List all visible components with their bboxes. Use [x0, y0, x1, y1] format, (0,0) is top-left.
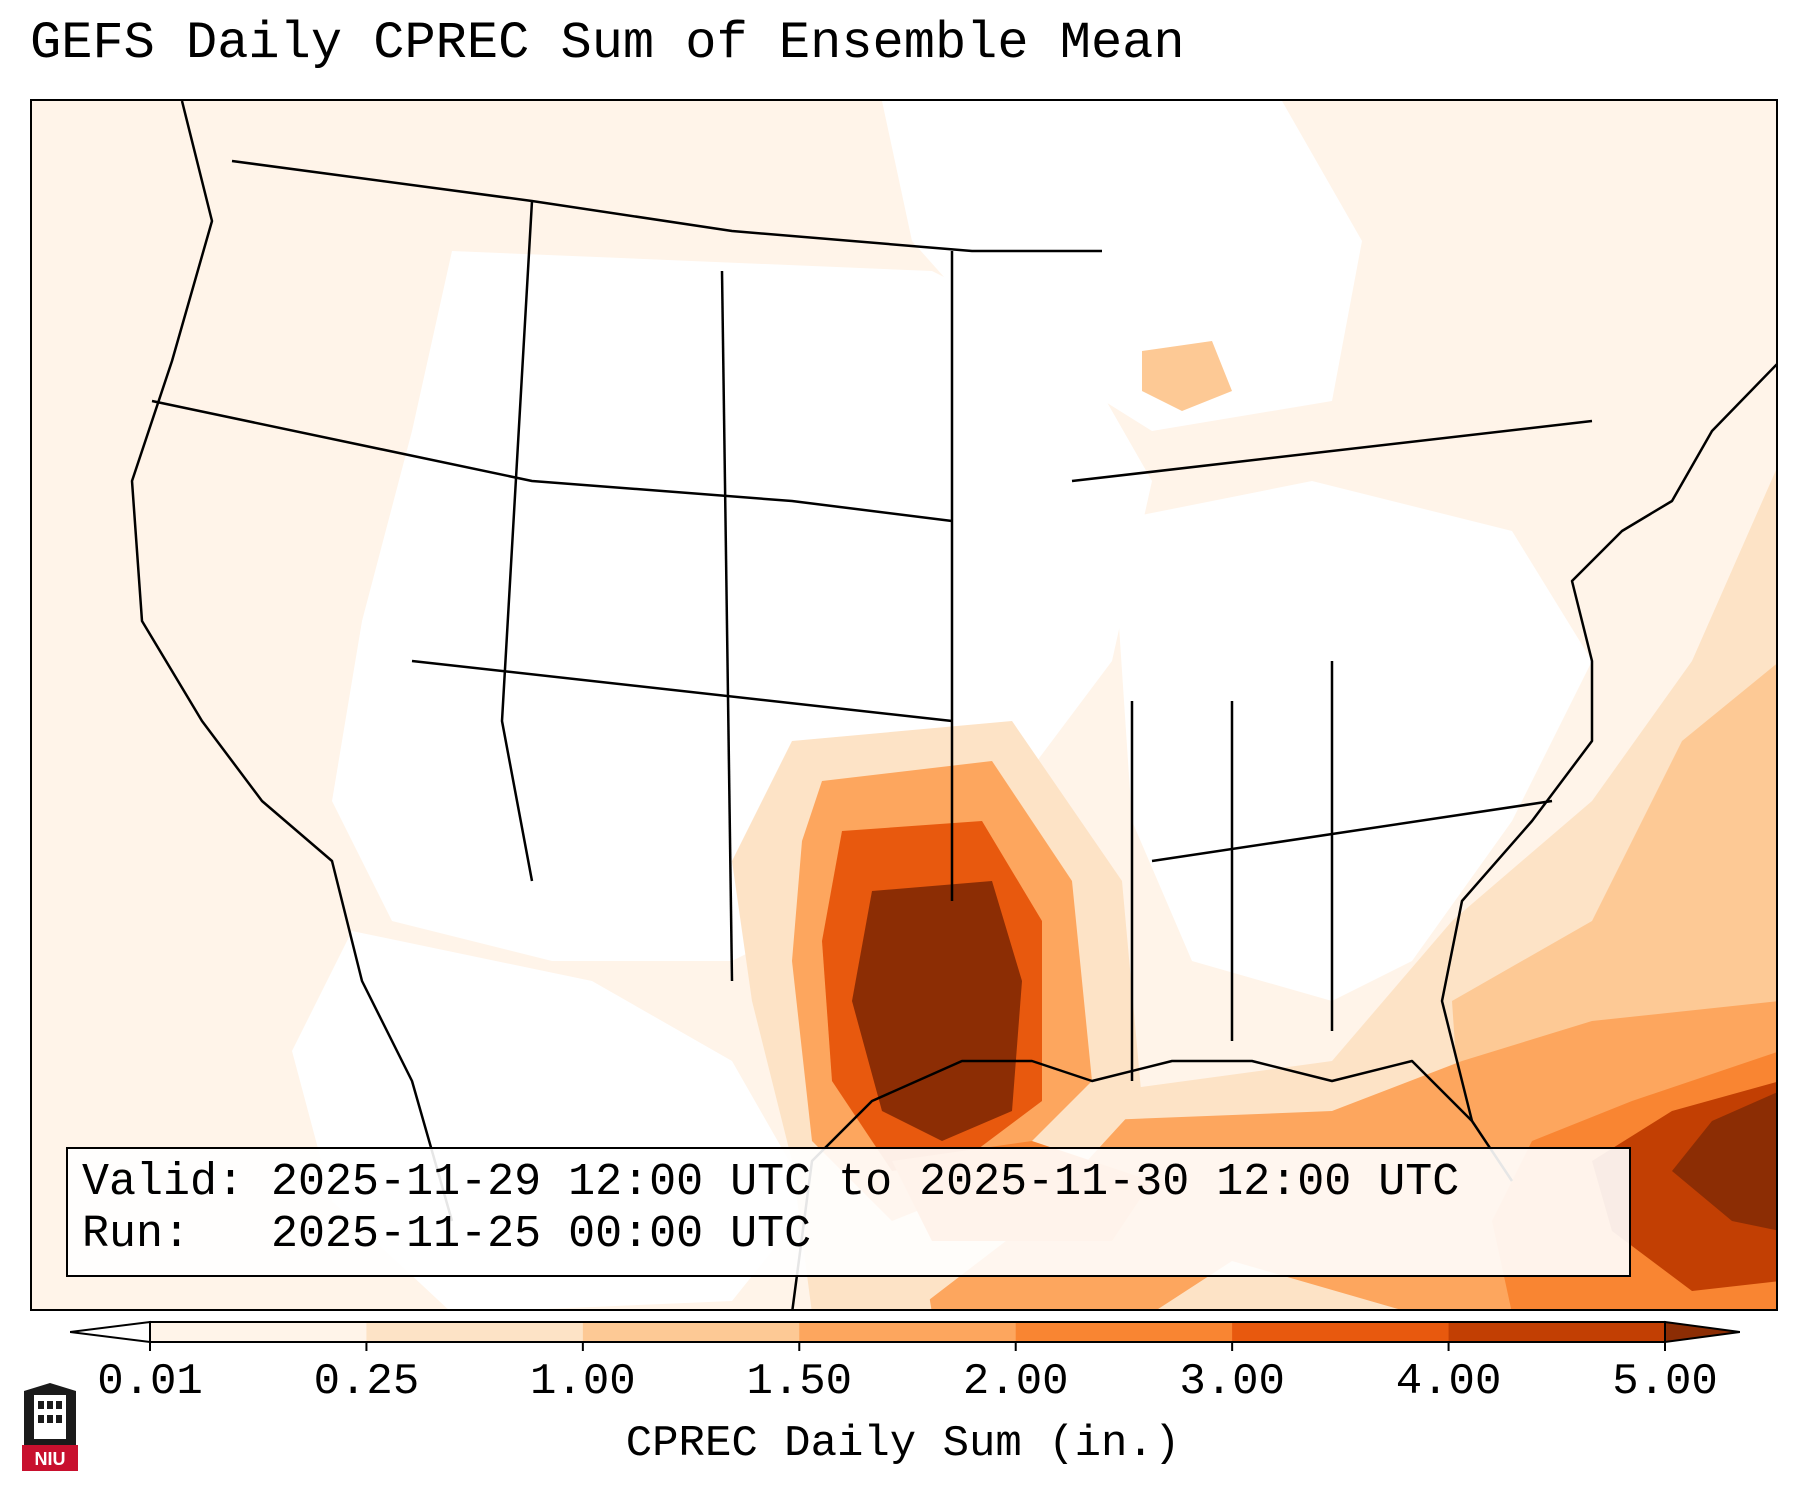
map-title: GEFS Daily CPREC Sum of Ensemble Mean	[30, 14, 1185, 73]
valid-value: 2025-11-29 12:00 UTC to 2025-11-30 12:00…	[271, 1157, 1460, 1208]
precipitation-map[interactable]	[30, 99, 1778, 1311]
colorbar-segment	[150, 1322, 367, 1342]
university-tower-icon: NIU	[22, 1383, 78, 1471]
colorbar-segment	[582, 1322, 800, 1342]
colorbar-ticks	[149, 1342, 1666, 1351]
east-coast-line	[1440, 363, 1776, 1122]
northern-border-line	[231, 159, 1102, 253]
colorbar-segment	[799, 1322, 1017, 1342]
valid-label: Valid:	[82, 1157, 245, 1208]
precip-band-caribbean-6	[1672, 1092, 1776, 1231]
dry-area-north	[882, 101, 1362, 431]
valid-line: Valid: 2025-11-29 12:00 UTC to 2025-11-3…	[82, 1157, 1629, 1209]
colorbar-tick-label: 4.00	[1395, 1357, 1502, 1407]
colorbar-segment	[1015, 1322, 1233, 1342]
border-line-1	[151, 399, 953, 523]
precip-band-texas-4	[852, 881, 1022, 1141]
run-label: Run:	[82, 1209, 245, 1260]
border-line-5	[720, 270, 734, 982]
colorbar-segments	[150, 1322, 1666, 1342]
map-canvas	[32, 101, 1776, 1309]
run-value: 2025-11-25 00:00 UTC	[271, 1209, 812, 1260]
colorbar-tick-label: 1.50	[746, 1357, 853, 1407]
precip-band-great-lakes	[1142, 341, 1232, 411]
colorbar-tick-label: 0.01	[97, 1357, 203, 1407]
validity-info-box: Valid: 2025-11-29 12:00 UTC to 2025-11-3…	[66, 1147, 1631, 1277]
colorbar-extend-max	[1664, 1320, 1740, 1344]
border-line-4	[500, 200, 534, 882]
colorbar-label: CPREC Daily Sum (in.)	[625, 1419, 1181, 1469]
colorbar-extend-min	[70, 1320, 151, 1344]
colorbar-segment	[366, 1322, 584, 1342]
border-line-2	[411, 659, 953, 723]
logo-banner	[22, 1445, 78, 1471]
border-line-7	[1151, 799, 1553, 863]
colorbar-tick-label: 0.25	[313, 1357, 420, 1407]
west-coast-line	[130, 101, 454, 1222]
colorbar-tick-label: 1.00	[530, 1357, 636, 1407]
border-line-6	[1071, 419, 1593, 483]
colorbar-segment	[1232, 1322, 1450, 1342]
colorbar-tick-label: 3.00	[1179, 1357, 1285, 1407]
colorbar-tick-label: 5.00	[1612, 1357, 1718, 1407]
colorbar-outline	[149, 1321, 1666, 1343]
logo-text: NIU	[35, 1449, 66, 1469]
colorbar-tick-label: 2.00	[962, 1357, 1069, 1407]
colorbar	[70, 1320, 1740, 1351]
state-borders	[130, 101, 1776, 1309]
colorbar-segment	[1448, 1322, 1666, 1342]
run-line: Run: 2025-11-25 00:00 UTC	[82, 1209, 1629, 1261]
